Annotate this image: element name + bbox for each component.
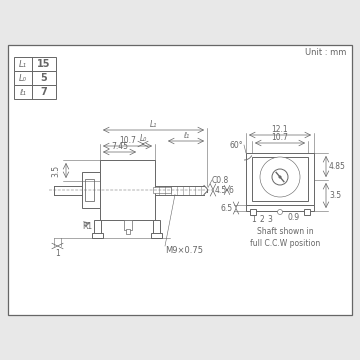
Text: 7.45: 7.45 bbox=[111, 142, 128, 151]
Text: 6.5: 6.5 bbox=[221, 203, 233, 212]
Text: ℓ₁: ℓ₁ bbox=[19, 87, 26, 96]
Bar bbox=[151, 233, 162, 238]
Bar bbox=[153, 187, 171, 193]
Bar bbox=[153, 220, 160, 234]
Bar bbox=[14, 85, 56, 99]
Text: Unit : mm: Unit : mm bbox=[305, 48, 346, 57]
Text: 1: 1 bbox=[55, 249, 60, 258]
Text: 3.5: 3.5 bbox=[329, 191, 341, 200]
Bar bbox=[123, 220, 131, 230]
Text: 10.7: 10.7 bbox=[119, 136, 136, 145]
Circle shape bbox=[272, 169, 288, 185]
Bar bbox=[246, 205, 314, 211]
Text: 4.5: 4.5 bbox=[215, 185, 227, 194]
Text: C0.8: C0.8 bbox=[212, 176, 229, 185]
Bar bbox=[94, 220, 101, 234]
Bar bbox=[14, 71, 56, 85]
Text: 10.7: 10.7 bbox=[271, 133, 288, 142]
Circle shape bbox=[279, 176, 281, 178]
Text: R1: R1 bbox=[82, 221, 92, 230]
Text: 3.5: 3.5 bbox=[51, 165, 60, 176]
Text: M9×0.75: M9×0.75 bbox=[165, 246, 203, 255]
Text: L₀: L₀ bbox=[139, 134, 147, 143]
Text: 15: 15 bbox=[37, 59, 51, 69]
Text: 6: 6 bbox=[229, 185, 234, 194]
Text: 60°: 60° bbox=[229, 140, 243, 149]
Bar bbox=[100, 160, 155, 220]
Bar bbox=[92, 233, 103, 238]
Text: 5: 5 bbox=[41, 73, 48, 83]
Bar bbox=[304, 209, 310, 215]
Text: L₁: L₁ bbox=[150, 120, 157, 129]
Bar bbox=[8, 45, 352, 315]
Bar bbox=[126, 229, 130, 234]
Circle shape bbox=[278, 210, 283, 215]
Text: 0.9: 0.9 bbox=[288, 212, 300, 221]
Circle shape bbox=[263, 160, 297, 194]
Text: 1: 1 bbox=[252, 215, 256, 224]
Text: Shaft shown in
full C.C.W position: Shaft shown in full C.C.W position bbox=[250, 227, 320, 248]
Bar bbox=[14, 57, 56, 71]
Text: L₁: L₁ bbox=[19, 59, 27, 68]
Bar bbox=[250, 209, 256, 215]
Bar bbox=[252, 157, 308, 201]
Text: 2: 2 bbox=[260, 215, 264, 224]
Text: L₀: L₀ bbox=[19, 73, 27, 82]
Text: 7: 7 bbox=[41, 87, 48, 97]
Text: ℓ₁: ℓ₁ bbox=[183, 131, 189, 140]
Text: 12.1: 12.1 bbox=[272, 125, 288, 134]
Text: 3: 3 bbox=[267, 215, 273, 224]
Text: 4.85: 4.85 bbox=[329, 162, 346, 171]
Bar bbox=[85, 179, 94, 201]
Bar bbox=[82, 172, 100, 208]
Bar bbox=[246, 153, 314, 205]
Circle shape bbox=[260, 157, 300, 197]
